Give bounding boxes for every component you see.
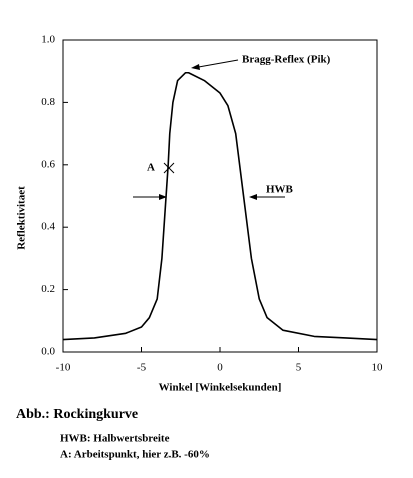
caption-line: A: Arbeitspunkt, hier z.B. -60% xyxy=(60,449,210,461)
curve xyxy=(62,71,378,341)
y-tick-label: 0.2 xyxy=(41,283,55,295)
annotation: Bragg-Reflex (Pik) xyxy=(242,54,331,66)
y-tick-label: 1.0 xyxy=(41,34,55,46)
marker-cross xyxy=(163,162,175,174)
y-axis-label: Reflektivitaet xyxy=(16,186,28,250)
annotation: A xyxy=(147,162,155,174)
y-tick-label: 0.0 xyxy=(41,346,55,358)
x-tick-label: 5 xyxy=(296,362,302,374)
arrow-head xyxy=(249,194,257,200)
caption-title: Abb.: Rockingkurve xyxy=(16,407,138,422)
y-tick-label: 0.4 xyxy=(41,221,55,233)
arrow-head xyxy=(159,194,167,200)
arrow-head xyxy=(191,64,200,70)
x-tick-label: 10 xyxy=(372,362,384,374)
caption-line: HWB: Halbwertsbreite xyxy=(60,433,170,445)
x-axis-label: Winkel [Winkelsekunden] xyxy=(159,382,282,394)
x-tick-label: -10 xyxy=(56,362,71,374)
y-tick-label: 0.6 xyxy=(41,158,55,170)
x-tick-label: -5 xyxy=(137,362,147,374)
x-tick-label: 0 xyxy=(217,362,223,374)
y-tick-label: 0.8 xyxy=(41,96,55,108)
annotation: HWB xyxy=(266,184,294,196)
annotation-arrow xyxy=(192,59,239,69)
plot-frame xyxy=(62,39,378,353)
